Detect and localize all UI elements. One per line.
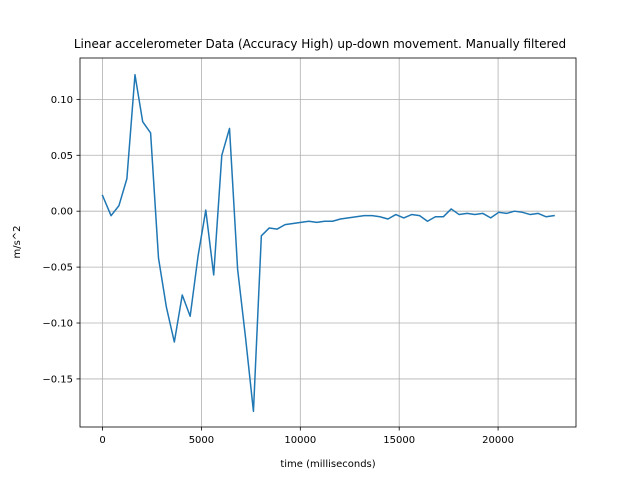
chart-title: Linear accelerometer Data (Accuracy High… — [74, 37, 566, 51]
x-axis-title: time (milliseconds) — [280, 459, 375, 470]
x-tick-label: 10000 — [284, 435, 316, 446]
y-tick-label: −0.15 — [42, 374, 73, 385]
x-tick-label: 15000 — [383, 435, 415, 446]
y-axis-ticks: 0.10 0.05 0.00 −0.05 −0.10 −0.15 — [42, 95, 80, 385]
y-tick-label: 0.00 — [51, 207, 73, 218]
grid-lines — [80, 58, 576, 427]
y-tick-label: −0.05 — [42, 263, 73, 274]
x-tick-label: 0 — [99, 435, 105, 446]
series-group — [101, 74, 555, 413]
series-line — [101, 74, 555, 413]
y-tick-label: 0.10 — [51, 95, 73, 106]
y-tick-label: −0.10 — [42, 319, 73, 330]
x-axis-ticks: 0 5000 10000 15000 20000 — [99, 427, 514, 446]
y-axis-title: m/s^2 — [12, 225, 23, 258]
x-tick-label: 5000 — [189, 435, 214, 446]
plot-frame — [79, 57, 577, 428]
y-tick-label: 0.05 — [51, 151, 73, 162]
x-tick-label: 20000 — [482, 435, 514, 446]
